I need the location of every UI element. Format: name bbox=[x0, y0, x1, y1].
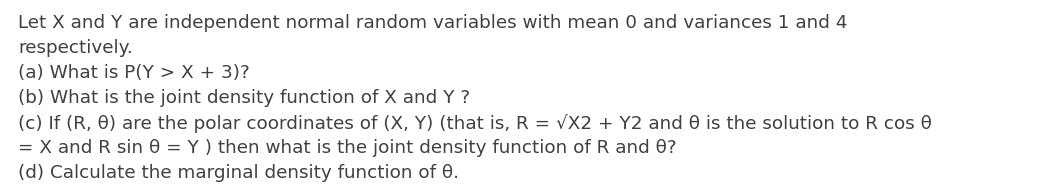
Text: (d) Calculate the marginal density function of θ.: (d) Calculate the marginal density funct… bbox=[18, 164, 458, 182]
Text: (a) What is P(Y > X + 3)?: (a) What is P(Y > X + 3)? bbox=[18, 64, 250, 82]
Text: = X and R sin θ = Y ) then what is the joint density function of R and θ?: = X and R sin θ = Y ) then what is the j… bbox=[18, 139, 676, 157]
Text: respectively.: respectively. bbox=[18, 39, 132, 57]
Text: Let X and Y are independent normal random variables with mean 0 and variances 1 : Let X and Y are independent normal rando… bbox=[18, 14, 847, 32]
Text: (c) If (R, θ) are the polar coordinates of (X, Y) (that is, R = √X2 + Y2 and θ i: (c) If (R, θ) are the polar coordinates … bbox=[18, 114, 932, 133]
Text: (b) What is the joint density function of X and Y ?: (b) What is the joint density function o… bbox=[18, 89, 470, 107]
